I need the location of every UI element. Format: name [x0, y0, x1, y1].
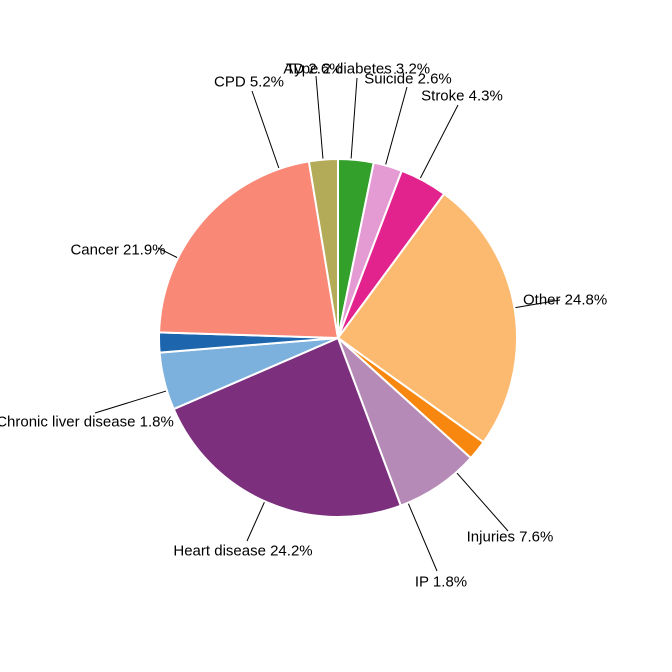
leader-line-heart-disease — [246, 502, 265, 542]
leader-line-cpd — [251, 90, 280, 169]
pie-slice-heart-disease — [172, 337, 402, 518]
pie-slice-cancer — [158, 160, 339, 339]
slice-label-type-2-diabetes: Type 2 diabetes 3.2% — [286, 61, 430, 78]
slice-label-cancer: Cancer 21.9% — [70, 242, 165, 259]
leader-line-chronic-liver-disease — [94, 390, 167, 414]
slice-label-heart-disease: Heart disease 24.2% — [173, 543, 312, 560]
slice-label-suicide: Suicide 2.6% — [364, 71, 452, 88]
leader-line-stroke — [419, 104, 459, 179]
leader-line-injuries — [456, 472, 509, 532]
slice-label-ip: IP 1.8% — [415, 574, 467, 591]
leader-line-ip — [407, 503, 438, 572]
leader-line-type-2-diabetes — [350, 77, 358, 159]
leader-line-other — [515, 299, 561, 309]
leader-line-suicide — [385, 86, 408, 165]
slice-label-stroke: Stroke 4.3% — [421, 88, 503, 105]
slice-label-injuries: Injuries 7.6% — [467, 529, 554, 546]
pie-slice-other — [337, 192, 518, 444]
slice-label-cpd: CPD 5.2% — [214, 74, 284, 91]
pie-slice-ad — [307, 157, 339, 339]
leader-line-ad — [315, 75, 324, 159]
leader-line-cancer — [157, 247, 178, 258]
slice-label-ad: AD 2.6% — [283, 61, 342, 78]
slice-label-other: Other 24.8% — [523, 292, 607, 309]
slice-label-chronic-liver-disease: Chronic liver disease 1.8% — [0, 414, 174, 431]
